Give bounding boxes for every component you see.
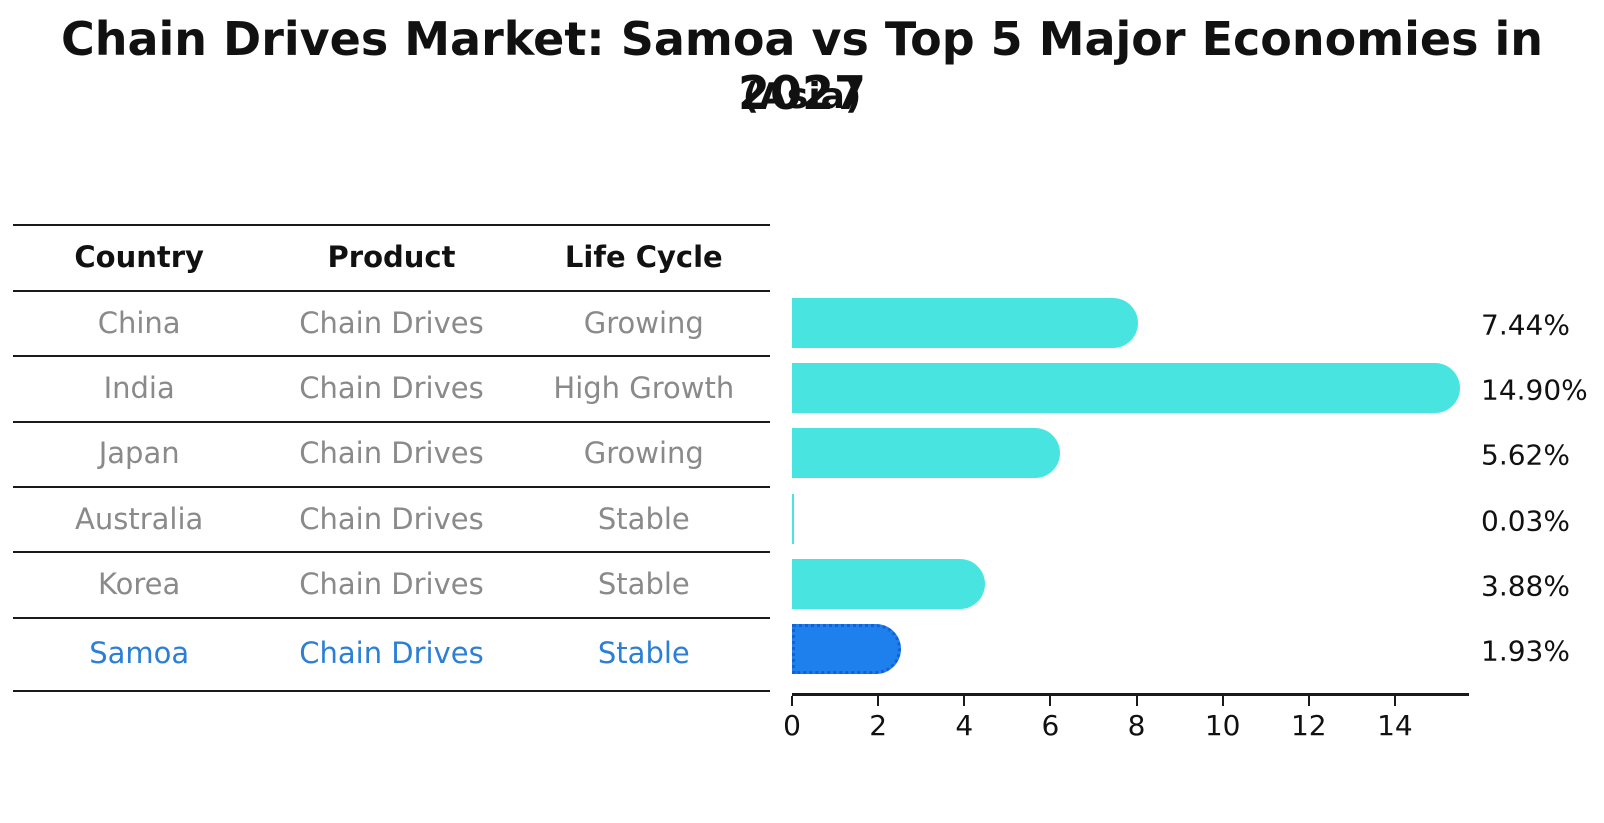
bar-china	[792, 297, 1139, 348]
table-cell-product: Chain Drives	[299, 305, 484, 340]
table-rule	[13, 690, 770, 692]
table-cell-product: Chain Drives	[299, 566, 484, 601]
table-cell-country: India	[103, 370, 175, 405]
table-cell-life-cycle: Growing	[583, 436, 704, 471]
x-tick-label: 0	[783, 709, 801, 742]
table-cell-life-cycle: Stable	[597, 566, 690, 601]
x-tick-mark	[791, 696, 793, 706]
table-row: China Chain Drives Growing	[13, 290, 770, 355]
table-rule	[13, 551, 770, 554]
x-tick-label: 12	[1290, 709, 1327, 742]
x-tick-mark	[1049, 696, 1052, 706]
x-tick-mark	[877, 696, 880, 706]
value-label: 3.88%	[1481, 569, 1570, 603]
value-label: 5.62%	[1481, 438, 1570, 472]
table-rule	[13, 485, 770, 488]
table-header-life-cycle: Life Cycle	[564, 240, 723, 274]
table-cell-life-cycle: Stable	[597, 501, 690, 536]
x-tick-label: 10	[1204, 709, 1241, 742]
table-rule	[13, 224, 770, 226]
table-cell-life-cycle: Stable	[597, 636, 690, 671]
x-tick-mark	[1307, 696, 1310, 706]
table-cell-country: Korea	[98, 566, 181, 601]
table-row: Japan Chain Drives Growing	[13, 421, 770, 486]
bar-india	[792, 362, 1460, 413]
table-cell-product: Chain Drives	[299, 636, 484, 671]
table-cell-life-cycle: High Growth	[553, 370, 735, 405]
table-cell-country: Samoa	[89, 636, 190, 671]
table-header-product: Product	[327, 240, 456, 274]
table-cell-country: China	[97, 305, 181, 340]
x-tick-label: 8	[1127, 709, 1146, 742]
value-label: 7.44%	[1481, 308, 1570, 342]
x-tick-label: 2	[869, 709, 888, 742]
x-tick-mark	[1135, 696, 1138, 706]
table-cell-product: Chain Drives	[299, 436, 484, 471]
table-cell-life-cycle: Growing	[583, 305, 704, 340]
value-label: 0.03%	[1481, 504, 1570, 538]
table-cell-product: Chain Drives	[299, 501, 484, 536]
chart-subtitle: (Asia)	[742, 76, 862, 117]
bar-samoa	[792, 624, 902, 675]
table-row: India Chain Drives High Growth	[13, 355, 770, 420]
table-rule	[13, 616, 770, 619]
x-tick-label: 14	[1377, 709, 1413, 742]
bar-japan	[792, 428, 1061, 479]
x-tick-mark	[1221, 696, 1224, 706]
table-rule	[13, 290, 770, 292]
bar-australia	[792, 493, 794, 544]
x-tick-label: 6	[1041, 709, 1060, 742]
x-tick-label: 4	[955, 709, 974, 742]
table-cell-product: Chain Drives	[299, 370, 484, 405]
table-header-country: Country	[74, 240, 204, 274]
table-cell-country: Japan	[98, 436, 180, 471]
chart-title: Chain Drives Market: Samoa vs Top 5 Majo…	[60, 12, 1544, 120]
bar-korea	[792, 558, 986, 609]
x-tick-mark	[963, 696, 966, 706]
table-row: Australia Chain Drives Stable	[13, 486, 770, 551]
table-rule	[13, 420, 770, 423]
table-rule	[13, 355, 770, 358]
value-label: 1.93%	[1481, 634, 1570, 668]
table-cell-country: Australia	[75, 501, 204, 536]
table-row: Samoa Chain Drives Stable	[13, 617, 770, 691]
table-row: Korea Chain Drives Stable	[13, 551, 770, 616]
value-label: 14.90%	[1481, 373, 1588, 407]
x-axis-line	[792, 693, 1469, 696]
x-tick-mark	[1393, 696, 1396, 706]
table-header-row: Country Product Life Cycle	[13, 224, 770, 290]
